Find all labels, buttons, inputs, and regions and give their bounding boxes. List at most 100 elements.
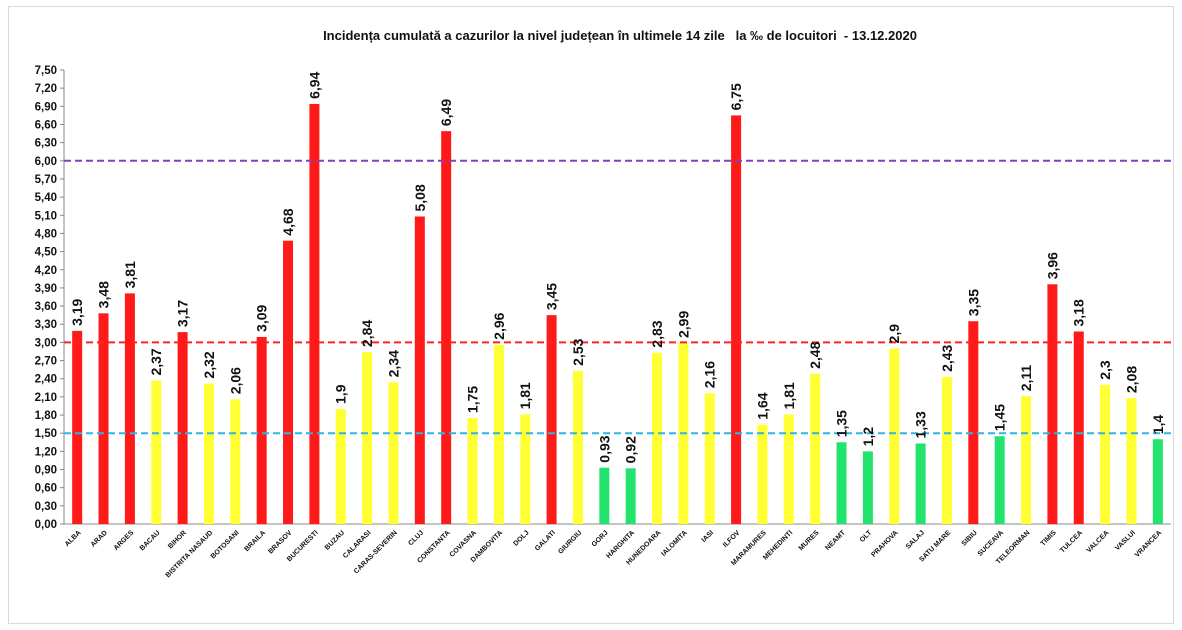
x-tick-label: GALATI — [534, 529, 557, 552]
value-label: 3,45 — [544, 283, 560, 310]
bar-brasov — [283, 240, 294, 525]
x-tick-label: IALOMITA — [660, 529, 689, 558]
bar-bistrita-nasaud — [203, 383, 214, 524]
value-label: 1,45 — [992, 404, 1008, 431]
x-tick-label: ILFOV — [722, 529, 742, 549]
bar-bacau — [151, 380, 162, 524]
x-tick-label: BRAILA — [243, 529, 267, 553]
x-tick-label: BIHOR — [167, 529, 188, 550]
bar-salaj — [915, 443, 926, 524]
bar-harghita — [625, 468, 636, 524]
y-tick-label: 7,50 — [35, 65, 57, 77]
bar-timis — [1047, 284, 1058, 524]
bar-buzau — [335, 408, 346, 524]
value-label: 1,33 — [913, 411, 929, 438]
value-label: 3,81 — [122, 261, 138, 288]
value-label: 6,49 — [438, 99, 454, 126]
y-tick-label: 4,80 — [35, 228, 57, 240]
y-tick-label: 4,20 — [35, 265, 57, 277]
y-tick-label: 2,40 — [35, 374, 57, 386]
y-tick-label: 0,30 — [35, 501, 57, 513]
bar-olt — [862, 451, 873, 524]
bar-alba — [72, 330, 83, 524]
x-tick-label: GIURGIU — [557, 529, 583, 555]
y-tick-label: 7,20 — [35, 83, 57, 95]
value-label: 2,3 — [1097, 360, 1113, 380]
bar-covasna — [467, 418, 478, 524]
value-label: 2,99 — [675, 311, 691, 338]
x-tick-label: PRAHOVA — [870, 529, 899, 558]
x-tick-label: BUZAU — [324, 529, 346, 551]
bar-gorj — [599, 467, 610, 524]
y-tick-label: 6,60 — [35, 119, 57, 131]
bar-suceava — [994, 436, 1005, 524]
value-label: 3,18 — [1071, 299, 1087, 326]
value-label: 6,75 — [728, 83, 744, 110]
x-tick-label: VALCEA — [1086, 529, 1111, 554]
bar-satu-mare — [941, 376, 952, 524]
bar-maramures — [757, 424, 768, 524]
y-tick-label: 1,80 — [35, 410, 57, 422]
x-tick-label: TULCEA — [1059, 529, 1084, 554]
y-tick-label: 3,90 — [35, 283, 57, 295]
x-tick-label: DOLJ — [513, 529, 531, 547]
x-tick-label: MURES — [798, 529, 821, 552]
value-label: 3,19 — [69, 298, 85, 325]
value-label: 2,84 — [359, 320, 375, 347]
x-tick-label: GORJ — [591, 529, 610, 548]
value-label: 0,92 — [623, 436, 639, 463]
value-label: 2,48 — [807, 341, 823, 368]
value-label: 3,35 — [965, 289, 981, 316]
bar-botosani — [230, 399, 241, 524]
x-tick-label: SALAJ — [905, 529, 926, 550]
y-tick-label: 0,90 — [35, 465, 57, 477]
x-tick-label: ARAD — [90, 529, 109, 548]
bar-sibiu — [968, 321, 979, 524]
y-tick-label: 2,70 — [35, 356, 57, 368]
value-label: 2,34 — [385, 350, 401, 377]
bar-teleorman — [1021, 396, 1032, 524]
bar-bihor — [177, 332, 188, 524]
y-tick-label: 6,30 — [35, 138, 57, 150]
value-label: 1,35 — [834, 410, 850, 437]
bar-valcea — [1100, 384, 1111, 524]
x-tick-label: SUCEAVA — [977, 529, 1005, 557]
bar-neamt — [836, 442, 847, 524]
value-label: 2,96 — [491, 312, 507, 339]
value-label: 1,81 — [517, 382, 533, 409]
y-tick-label: 3,60 — [35, 301, 57, 313]
x-tick-label: SIBIU — [961, 529, 979, 547]
x-tick-label: VASLUI — [1114, 529, 1137, 552]
value-label: 4,68 — [280, 208, 296, 235]
value-label: 2,32 — [201, 351, 217, 378]
bar-calarasi — [362, 352, 373, 524]
value-label: 1,2 — [860, 427, 876, 447]
y-tick-label: 3,30 — [35, 319, 57, 331]
value-label: 0,93 — [596, 435, 612, 462]
value-label: 3,09 — [254, 304, 270, 331]
value-label: 2,9 — [886, 324, 902, 344]
x-tick-label: VRANCEA — [1134, 529, 1163, 558]
y-tick-label: 3,00 — [35, 337, 57, 349]
bar-arad — [98, 313, 109, 524]
bar-bucuresti — [309, 103, 320, 524]
y-tick-label: 6,90 — [35, 101, 57, 113]
bar-mures — [810, 373, 821, 524]
y-tick-label: 1,50 — [35, 428, 57, 440]
x-tick-label: TIMIS — [1040, 529, 1058, 547]
value-label: 3,96 — [1044, 252, 1060, 279]
bar-dolj — [520, 414, 531, 524]
y-tick-label: 5,40 — [35, 192, 57, 204]
value-label: 1,64 — [754, 392, 770, 419]
x-tick-label: CLUJ — [407, 529, 425, 547]
value-label: 3,17 — [175, 300, 191, 327]
x-tick-label: ALBA — [64, 529, 83, 548]
value-label: 2,16 — [702, 361, 718, 388]
x-tick-label: BRASOV — [267, 529, 293, 555]
value-label: 2,06 — [227, 367, 243, 394]
y-tick-label: 2,10 — [35, 392, 57, 404]
bar-cluj — [414, 216, 425, 524]
bar-iasi — [704, 393, 715, 524]
y-tick-label: 4,50 — [35, 247, 57, 259]
value-label: 2,83 — [649, 320, 665, 347]
